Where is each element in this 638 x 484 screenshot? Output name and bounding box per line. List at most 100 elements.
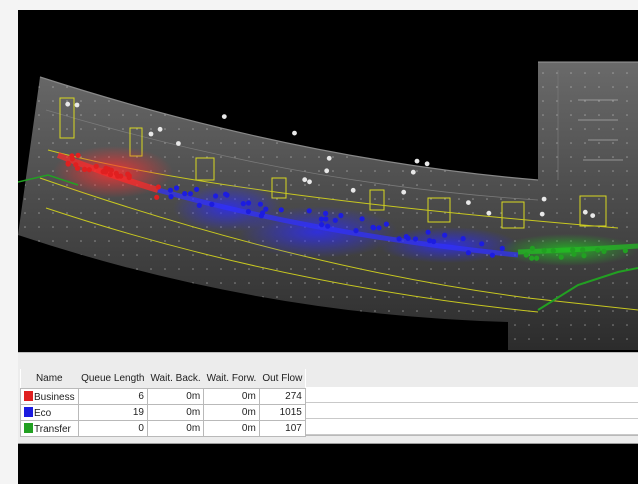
transfer-passenger — [529, 255, 535, 261]
other-passenger — [292, 130, 297, 136]
eco-passenger — [396, 236, 402, 242]
transfer-passenger — [541, 247, 547, 254]
row-name-cell: Eco — [20, 404, 79, 421]
eco-passenger — [376, 225, 382, 231]
table-row-business[interactable]: Business 6 0m 0m 274 — [20, 388, 306, 405]
eco-passenger — [257, 201, 263, 207]
row-wait-forw: 0m — [203, 420, 260, 437]
eco-passenger — [167, 187, 174, 193]
eco-passenger — [240, 201, 246, 207]
other-passenger — [302, 177, 308, 183]
transfer-color-swatch — [24, 422, 33, 433]
business-passenger — [107, 171, 114, 178]
transfer-passenger — [622, 248, 629, 254]
transfer-passenger — [595, 247, 601, 253]
row-queue-length: 19 — [77, 404, 148, 421]
other-passenger — [486, 210, 492, 216]
business-passenger — [65, 161, 71, 167]
eco-passenger — [442, 232, 448, 238]
col-header-out-flow[interactable]: Out Flow — [259, 369, 306, 389]
eco-passenger — [213, 193, 219, 199]
passenger-markers — [65, 101, 629, 261]
other-passenger — [307, 179, 312, 185]
terminal-floorplan-view[interactable] — [18, 10, 638, 350]
business-color-swatch — [24, 390, 33, 401]
other-passenger — [65, 101, 71, 107]
col-header-name[interactable]: Name — [20, 369, 79, 389]
other-passenger — [582, 209, 588, 215]
row-out-flow: 274 — [258, 388, 306, 405]
eco-passenger — [425, 229, 431, 235]
other-passenger — [350, 187, 356, 193]
business-passenger — [126, 174, 132, 181]
table-empty-area — [265, 387, 638, 436]
eco-passenger — [427, 238, 433, 244]
eco-passenger — [318, 216, 324, 222]
transfer-passenger — [523, 252, 529, 258]
eco-passenger — [187, 191, 193, 197]
transfer-passenger — [558, 254, 564, 260]
other-passenger — [74, 102, 80, 108]
row-queue-length: 0 — [77, 420, 148, 437]
other-passenger — [539, 211, 545, 217]
eco-passenger — [209, 201, 215, 207]
eco-passenger — [499, 245, 505, 251]
eco-passenger — [353, 228, 359, 234]
business-passenger — [113, 170, 119, 176]
transfer-passenger — [550, 248, 556, 254]
eco-passenger — [479, 241, 485, 247]
business-passenger — [75, 152, 81, 158]
table-row-transfer[interactable]: Transfer 0 0m 0m 107 — [20, 420, 306, 437]
transfer-passenger — [570, 247, 576, 253]
row-name: Eco — [34, 407, 52, 419]
eco-passenger — [278, 207, 284, 213]
row-wait-forw: 0m — [203, 404, 260, 421]
eco-passenger — [465, 250, 471, 256]
table-row-eco[interactable]: Eco 19 0m 0m 1015 — [20, 404, 306, 421]
queue-statistics-panel: Name Queue Length Wait. Back. Wait. Forw… — [18, 352, 638, 444]
eco-passenger — [263, 206, 269, 212]
transfer-passenger — [580, 247, 586, 253]
transfer-passenger — [581, 253, 587, 259]
business-passenger — [105, 166, 112, 172]
transfer-passenger — [601, 248, 607, 254]
eco-passenger — [383, 221, 389, 227]
eco-passenger — [173, 185, 180, 191]
row-name: Business — [34, 391, 75, 403]
eco-passenger — [258, 213, 264, 219]
other-passenger — [541, 196, 547, 202]
queue-table: Name Queue Length Wait. Back. Wait. Forw… — [20, 369, 306, 437]
col-header-wait-back[interactable]: Wait. Back. — [147, 369, 204, 389]
eco-passenger — [323, 216, 329, 222]
col-header-queue-length[interactable]: Queue Length — [78, 369, 148, 389]
other-passenger — [176, 141, 181, 146]
business-passenger — [73, 162, 79, 168]
business-passenger — [93, 163, 99, 169]
row-wait-back: 0m — [146, 404, 205, 421]
business-passenger — [154, 194, 160, 200]
gate-outlines — [59, 97, 607, 229]
eco-passenger — [431, 238, 437, 245]
col-header-wait-forw[interactable]: Wait. Forw. — [203, 369, 260, 389]
transfer-passenger — [529, 245, 535, 251]
other-passenger — [466, 200, 471, 206]
business-passenger — [155, 184, 161, 190]
eco-passenger — [405, 235, 411, 241]
other-passenger — [221, 114, 227, 119]
eco-passenger — [325, 223, 331, 229]
other-passenger — [401, 189, 407, 195]
business-passenger — [86, 167, 92, 173]
row-name-cell: Business — [20, 388, 79, 405]
other-passenger — [410, 169, 416, 175]
row-name-cell: Transfer — [20, 420, 79, 437]
eco-passenger — [182, 191, 188, 197]
row-out-flow: 1015 — [258, 404, 306, 421]
eco-passenger — [306, 208, 312, 214]
other-passenger — [148, 131, 154, 137]
table-header-row: Name Queue Length Wait. Back. Wait. Forw… — [20, 369, 306, 389]
row-wait-back: 0m — [146, 420, 205, 437]
other-passenger — [324, 168, 330, 174]
eco-passenger — [323, 210, 329, 216]
other-passenger — [326, 155, 332, 161]
row-name: Transfer — [34, 423, 71, 435]
